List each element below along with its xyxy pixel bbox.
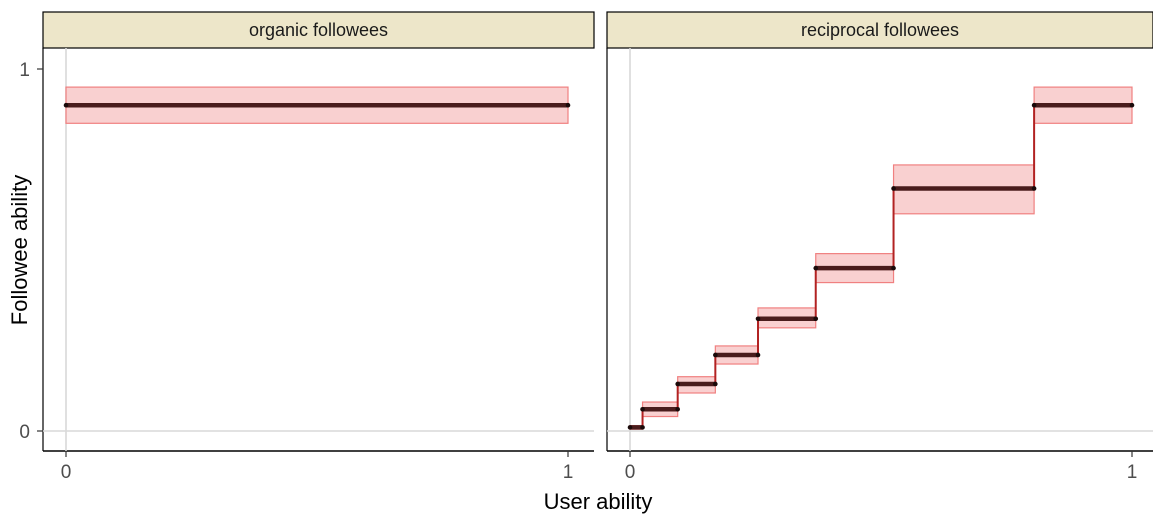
segment-end-point xyxy=(891,265,896,271)
segment-end-point xyxy=(565,102,571,108)
panel-title: organic followees xyxy=(249,20,388,40)
panel-strip-background xyxy=(606,11,1153,49)
segment-end-point xyxy=(755,352,761,358)
y-axis-title: Followee ability xyxy=(7,175,32,325)
segment-start-point xyxy=(1031,102,1037,108)
x-axis-title: User ability xyxy=(544,489,653,514)
x-tick-label: 0 xyxy=(625,462,636,483)
segment-start-point xyxy=(755,316,761,322)
panel-organic: organic followees 0 1 1 0 xyxy=(19,11,595,483)
plot-area xyxy=(43,48,594,451)
plot-area xyxy=(607,48,1153,451)
y-tick-label: 1 xyxy=(19,60,30,81)
panel-strip-background xyxy=(42,11,595,49)
segment-start-point xyxy=(813,265,819,271)
segment-start-point xyxy=(63,102,69,108)
segment-start-point xyxy=(891,186,896,191)
x-tick-label: 1 xyxy=(563,462,574,483)
segment-end-point xyxy=(1031,186,1037,191)
y-tick-label: 0 xyxy=(19,422,30,443)
x-tick-label: 1 xyxy=(1127,462,1138,483)
segment-end-point xyxy=(640,425,645,430)
segment-start-point xyxy=(675,381,680,387)
segment-end-point xyxy=(675,406,680,412)
segment-end-point xyxy=(1129,102,1135,108)
panel-reciprocal: reciprocal followees 0 1 xyxy=(606,11,1153,483)
segment-end-point xyxy=(813,316,819,322)
segment-start-point xyxy=(627,425,633,430)
panel-title: reciprocal followees xyxy=(801,20,959,40)
segment-start-point xyxy=(640,406,645,412)
x-tick-label: 0 xyxy=(61,462,72,483)
segment-start-point xyxy=(713,352,718,358)
segment-end-point xyxy=(713,381,718,387)
